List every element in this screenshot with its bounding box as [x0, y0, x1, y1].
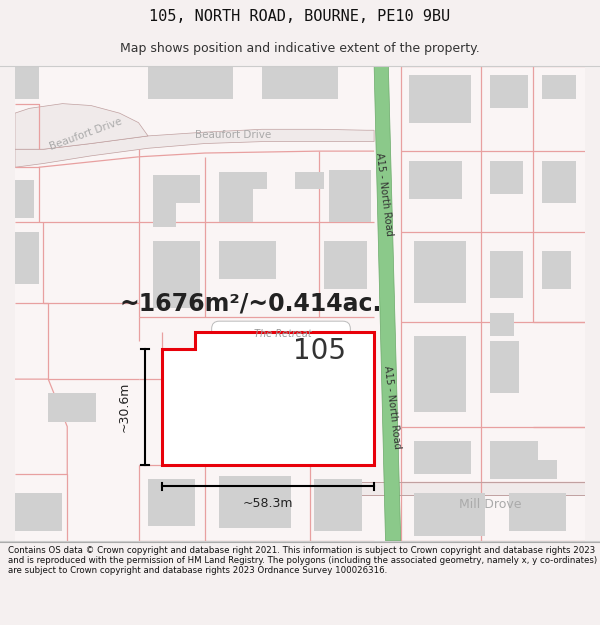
Bar — [509, 493, 566, 531]
Text: The Retreat: The Retreat — [254, 329, 312, 339]
Bar — [542, 161, 575, 203]
Bar — [153, 241, 200, 308]
Bar — [414, 241, 466, 303]
Bar — [15, 493, 62, 531]
Bar — [347, 482, 585, 495]
Bar — [15, 179, 34, 218]
Bar — [148, 479, 196, 526]
Bar — [409, 161, 461, 199]
Polygon shape — [243, 346, 276, 379]
Bar — [329, 170, 371, 222]
Text: Contains OS data © Crown copyright and database right 2021. This information is : Contains OS data © Crown copyright and d… — [8, 546, 597, 576]
Bar — [490, 251, 523, 298]
Polygon shape — [374, 66, 401, 541]
Polygon shape — [181, 408, 310, 446]
Bar — [324, 241, 367, 289]
Bar — [490, 312, 514, 336]
Text: Beaufort Drive: Beaufort Drive — [196, 130, 272, 140]
Polygon shape — [153, 175, 200, 227]
Text: Beaufort Drive: Beaufort Drive — [48, 116, 124, 152]
Bar — [409, 75, 471, 122]
Polygon shape — [200, 346, 233, 384]
Bar — [314, 479, 362, 531]
Text: 105: 105 — [293, 337, 346, 364]
Bar — [48, 393, 96, 422]
Bar — [148, 66, 233, 99]
Bar — [15, 66, 39, 99]
Polygon shape — [490, 441, 557, 479]
Polygon shape — [15, 104, 148, 149]
Polygon shape — [295, 172, 324, 189]
Bar — [490, 341, 518, 393]
Bar — [219, 476, 290, 528]
Text: ~30.6m: ~30.6m — [118, 381, 131, 432]
Polygon shape — [162, 332, 374, 464]
Bar — [414, 441, 471, 474]
Text: 105, NORTH ROAD, BOURNE, PE10 9BU: 105, NORTH ROAD, BOURNE, PE10 9BU — [149, 9, 451, 24]
Bar — [490, 161, 523, 194]
Bar — [414, 493, 485, 536]
Bar — [414, 336, 466, 412]
Text: Map shows position and indicative extent of the property.: Map shows position and indicative extent… — [120, 42, 480, 54]
Text: ~1676m²/~0.414ac.: ~1676m²/~0.414ac. — [119, 291, 382, 315]
Text: A15 - North Road: A15 - North Road — [374, 152, 394, 236]
Text: A15 - North Road: A15 - North Road — [382, 366, 402, 450]
Text: Mill Drove: Mill Drove — [459, 498, 521, 511]
Bar — [219, 241, 276, 279]
Bar — [542, 75, 575, 99]
Bar — [542, 251, 571, 289]
Polygon shape — [15, 129, 374, 168]
Bar — [490, 75, 528, 108]
Polygon shape — [219, 172, 267, 222]
Text: ~58.3m: ~58.3m — [243, 497, 293, 510]
Bar — [15, 232, 39, 284]
FancyBboxPatch shape — [212, 321, 350, 342]
Bar — [262, 66, 338, 99]
